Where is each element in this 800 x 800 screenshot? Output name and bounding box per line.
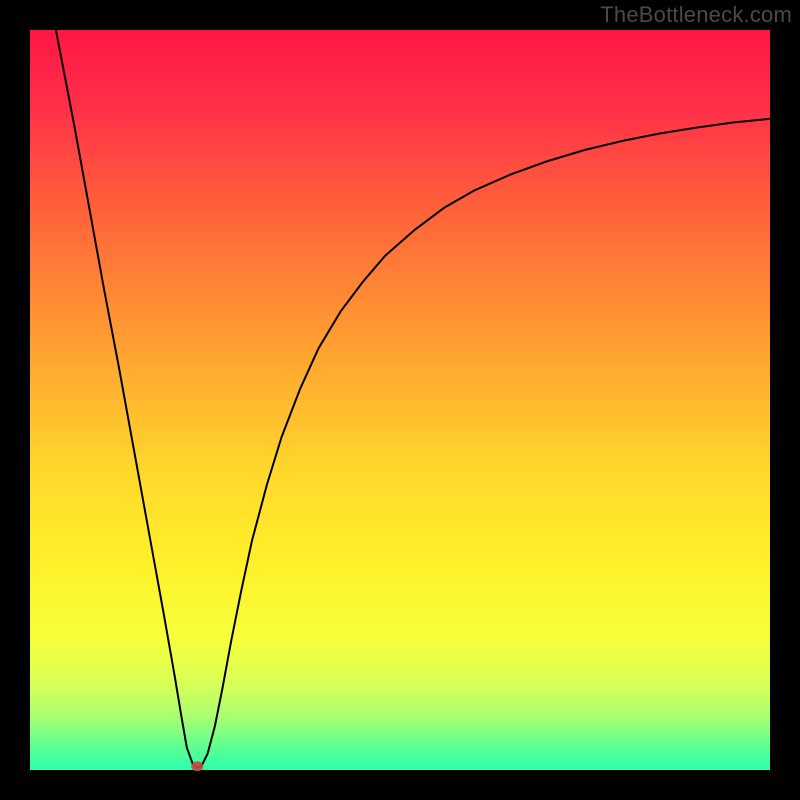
attribution-label: TheBottleneck.com — [600, 2, 792, 28]
optimal-point-marker — [191, 761, 203, 771]
bottleneck-chart: TheBottleneck.com — [0, 0, 800, 800]
chart-background — [30, 30, 770, 770]
chart-svg — [0, 0, 800, 800]
